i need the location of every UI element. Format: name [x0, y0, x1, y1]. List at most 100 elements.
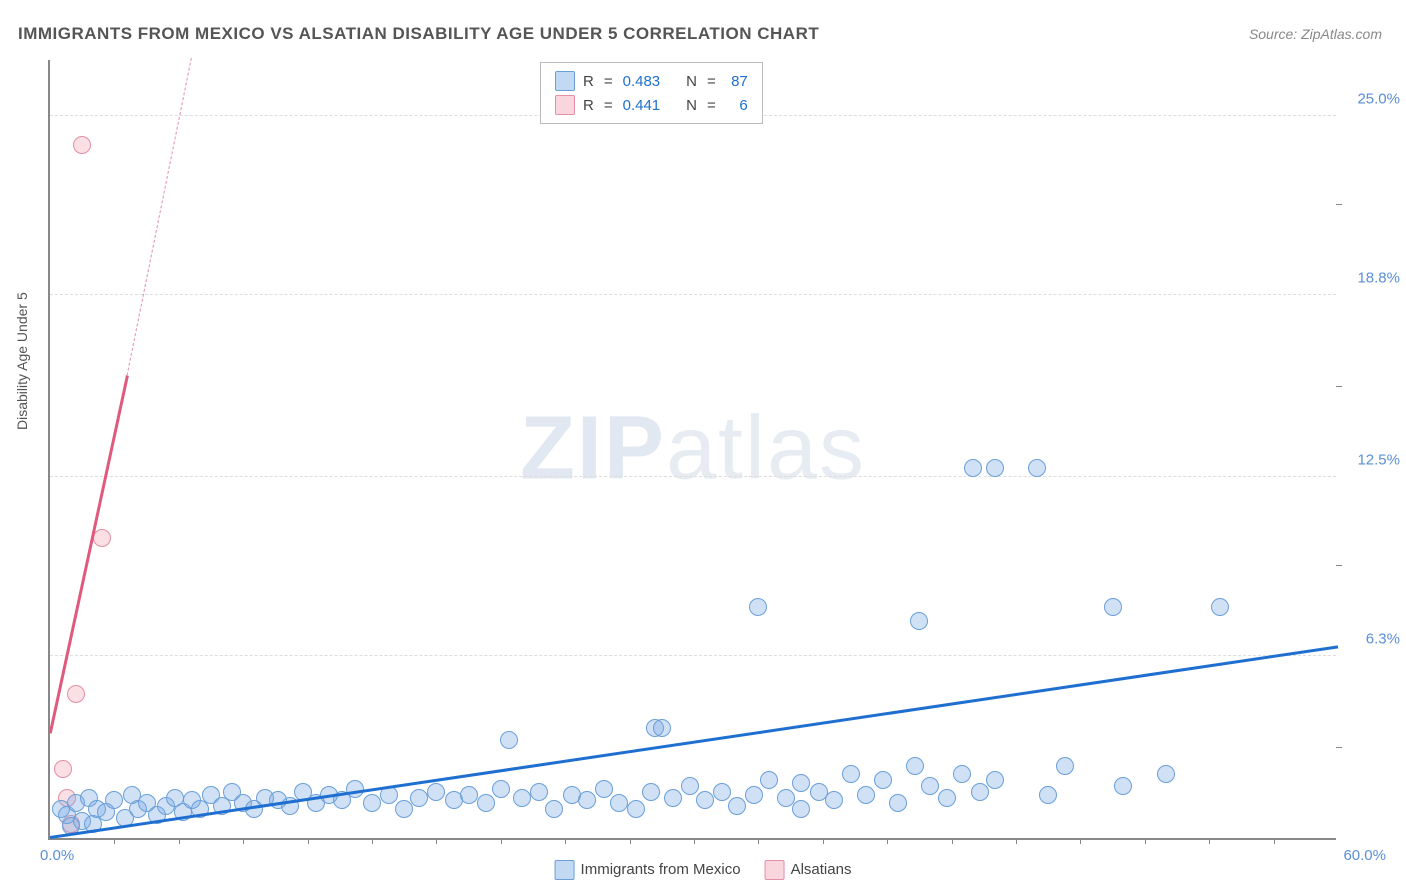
- source-prefix: Source:: [1249, 26, 1301, 42]
- data-point: [953, 765, 971, 783]
- data-point: [906, 757, 924, 775]
- data-point: [842, 765, 860, 783]
- data-point: [938, 789, 956, 807]
- x-tick-mark: [1016, 838, 1017, 844]
- gridline: [50, 294, 1336, 295]
- legend-series-item: Immigrants from Mexico: [555, 860, 741, 880]
- data-point: [986, 459, 1004, 477]
- x-tick-mark: [243, 838, 244, 844]
- correlation-chart: IMMIGRANTS FROM MEXICO VS ALSATIAN DISAB…: [0, 0, 1406, 892]
- y-tick-label: 25.0%: [1344, 90, 1400, 107]
- data-point: [477, 794, 495, 812]
- x-tick-mark: [1080, 838, 1081, 844]
- data-point: [792, 800, 810, 818]
- data-point: [681, 777, 699, 795]
- watermark-bold: ZIP: [520, 399, 666, 499]
- y-tick-mark: [1336, 565, 1342, 566]
- trend-line: [127, 57, 192, 375]
- x-tick-mark: [308, 838, 309, 844]
- data-point: [500, 731, 518, 749]
- legend-series-label: Alsatians: [791, 861, 852, 878]
- data-point: [93, 529, 111, 547]
- legend-eq: =: [604, 97, 613, 114]
- x-tick-mark: [501, 838, 502, 844]
- watermark-light: atlas: [666, 399, 866, 499]
- data-point: [696, 791, 714, 809]
- data-point: [1104, 598, 1122, 616]
- legend-eq: =: [604, 73, 613, 90]
- data-point: [664, 789, 682, 807]
- y-tick-mark: [1336, 204, 1342, 205]
- legend-n-value: 87: [726, 73, 748, 90]
- legend-stats-row: R = 0.483 N = 87: [555, 69, 748, 93]
- legend-eq: =: [707, 73, 716, 90]
- data-point: [910, 612, 928, 630]
- data-point: [1028, 459, 1046, 477]
- y-tick-mark: [1336, 386, 1342, 387]
- data-point: [363, 794, 381, 812]
- legend-series-label: Immigrants from Mexico: [581, 861, 741, 878]
- data-point: [745, 786, 763, 804]
- data-point: [545, 800, 563, 818]
- data-point: [595, 780, 613, 798]
- x-tick-mark: [372, 838, 373, 844]
- gridline: [50, 655, 1336, 656]
- x-tick-mark: [1274, 838, 1275, 844]
- x-tick-mark: [630, 838, 631, 844]
- legend-n-label: N: [686, 73, 697, 90]
- x-max-label: 60.0%: [1343, 847, 1386, 864]
- x-tick-mark: [694, 838, 695, 844]
- data-point: [653, 719, 671, 737]
- y-axis-label: Disability Age Under 5: [14, 292, 30, 430]
- data-point: [1039, 786, 1057, 804]
- x-tick-mark: [952, 838, 953, 844]
- legend-chip: [765, 860, 785, 880]
- data-point: [921, 777, 939, 795]
- x-tick-mark: [823, 838, 824, 844]
- x-origin-label: 0.0%: [40, 847, 74, 864]
- y-tick-label: 12.5%: [1344, 451, 1400, 468]
- data-point: [105, 791, 123, 809]
- legend-r-value: 0.483: [623, 73, 661, 90]
- x-tick-mark: [887, 838, 888, 844]
- legend-r-label: R: [583, 97, 594, 114]
- legend-series: Immigrants from Mexico Alsatians: [555, 860, 852, 880]
- legend-n-label: N: [686, 97, 697, 114]
- data-point: [410, 789, 428, 807]
- watermark: ZIPatlas: [520, 398, 866, 501]
- x-tick-mark: [179, 838, 180, 844]
- data-point: [971, 783, 989, 801]
- data-point: [1211, 598, 1229, 616]
- data-point: [54, 760, 72, 778]
- x-tick-mark: [114, 838, 115, 844]
- data-point: [627, 800, 645, 818]
- chart-title: IMMIGRANTS FROM MEXICO VS ALSATIAN DISAB…: [18, 24, 819, 44]
- data-point: [513, 789, 531, 807]
- data-point: [460, 786, 478, 804]
- data-point: [825, 791, 843, 809]
- x-tick-mark: [1145, 838, 1146, 844]
- data-point: [530, 783, 548, 801]
- data-point: [1056, 757, 1074, 775]
- legend-eq: =: [707, 97, 716, 114]
- data-point: [749, 598, 767, 616]
- data-point: [1157, 765, 1175, 783]
- data-point: [986, 771, 1004, 789]
- trend-line: [50, 645, 1338, 838]
- data-point: [1114, 777, 1132, 795]
- data-point: [874, 771, 892, 789]
- trend-line: [49, 374, 129, 733]
- data-point: [792, 774, 810, 792]
- data-point: [857, 786, 875, 804]
- data-point: [395, 800, 413, 818]
- data-point: [713, 783, 731, 801]
- legend-stats: R=0.483N=87R=0.441N=6: [540, 62, 763, 124]
- y-tick-mark: [1336, 747, 1342, 748]
- legend-r-label: R: [583, 73, 594, 90]
- legend-chip: [555, 71, 575, 91]
- data-point: [964, 459, 982, 477]
- data-point: [728, 797, 746, 815]
- data-point: [427, 783, 445, 801]
- y-tick-label: 6.3%: [1344, 631, 1400, 648]
- source-name: ZipAtlas.com: [1301, 26, 1382, 42]
